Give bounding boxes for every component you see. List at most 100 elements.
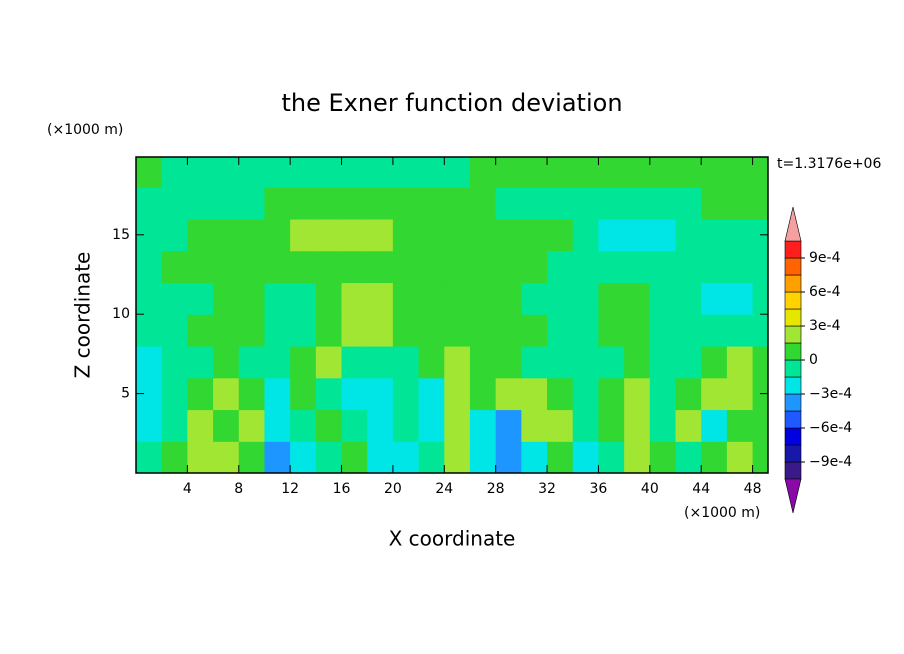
field-cell <box>187 314 214 347</box>
field-cell <box>649 314 677 347</box>
field-cell <box>187 282 214 315</box>
field-cell <box>701 345 728 379</box>
field-cell <box>726 377 754 411</box>
field-cell <box>521 250 548 284</box>
field-cell <box>315 250 343 284</box>
field-cell <box>238 218 266 252</box>
field-cell <box>315 187 343 220</box>
colorbar-tick-label: −3e-4 <box>809 386 852 402</box>
field-cell <box>341 314 368 347</box>
field-cell <box>238 377 266 411</box>
field-cell <box>187 377 214 411</box>
field-cell <box>136 409 163 442</box>
field-cell <box>675 409 702 442</box>
field-cell <box>238 187 266 220</box>
field-cell <box>136 250 163 284</box>
field-cell <box>367 345 394 379</box>
field-cell <box>726 345 754 379</box>
field-cell <box>598 377 625 411</box>
x-tick-label: 24 <box>435 481 453 497</box>
field-cell <box>624 377 651 411</box>
x-axis-label: X coordinate <box>389 527 516 551</box>
field-cell <box>598 282 625 315</box>
field-cell <box>726 187 754 220</box>
field-cell <box>238 157 266 188</box>
field-cell <box>238 441 266 473</box>
colorbar-tick-label: 6e-4 <box>809 284 841 300</box>
field-cell <box>418 282 445 315</box>
y-unit: (×1000 m) <box>47 122 123 138</box>
colorbar-box <box>784 291 802 310</box>
field-cell <box>572 250 600 284</box>
field-cell <box>444 187 471 220</box>
field-cell <box>161 187 188 220</box>
field-cell <box>264 282 291 315</box>
field-cell <box>161 345 188 379</box>
field-cell <box>572 441 600 473</box>
field-cell <box>136 157 163 188</box>
field-cell <box>701 314 728 347</box>
field-cell <box>752 250 768 284</box>
field-cell <box>469 250 497 284</box>
x-tick-label: 44 <box>692 481 710 497</box>
field-cell <box>290 441 317 473</box>
x-tick-label: 32 <box>538 481 556 497</box>
field-cell <box>675 441 702 473</box>
field-cell <box>341 187 368 220</box>
field-cell <box>392 314 420 347</box>
field-cell <box>187 409 214 442</box>
field-cell <box>290 314 317 347</box>
field-cell <box>213 282 240 315</box>
field-cell <box>547 187 574 220</box>
field-cell <box>238 345 266 379</box>
field-cell <box>752 282 768 315</box>
plot-frame <box>135 156 769 474</box>
field-cell <box>264 187 291 220</box>
field-cell <box>701 377 728 411</box>
field-cell <box>418 250 445 284</box>
x-unit: (×1000 m) <box>684 505 760 521</box>
field-cell <box>213 157 240 188</box>
colorbar-tick-label: 0 <box>809 352 818 368</box>
field-cell <box>469 441 497 473</box>
field-cell <box>649 218 677 252</box>
field-cell <box>752 441 768 473</box>
field-cell <box>547 282 574 315</box>
field-cell <box>752 409 768 442</box>
field-cell <box>213 314 240 347</box>
colorbar-box <box>784 325 802 344</box>
field-cell <box>444 409 471 442</box>
field-cell <box>367 250 394 284</box>
field-cell <box>598 409 625 442</box>
field-cell <box>469 187 497 220</box>
field-cell <box>238 250 266 284</box>
field-cell <box>290 345 317 379</box>
colorbar-box <box>784 393 802 412</box>
field-cell <box>315 157 343 188</box>
field-cell <box>213 441 240 473</box>
field-cell <box>547 441 574 473</box>
x-tick-label: 16 <box>333 481 351 497</box>
x-tick-label: 12 <box>281 481 299 497</box>
field-cell <box>649 409 677 442</box>
field-cell <box>624 187 651 220</box>
field-cell <box>392 409 420 442</box>
field-cell <box>161 441 188 473</box>
field-cell <box>726 409 754 442</box>
field-cell <box>315 314 343 347</box>
field-cell <box>675 187 702 220</box>
field-cell <box>315 218 343 252</box>
field-cell <box>187 441 214 473</box>
field-cell <box>547 314 574 347</box>
field-cell <box>521 441 548 473</box>
field-cell <box>367 314 394 347</box>
field-cell <box>161 250 188 284</box>
field-cell <box>701 218 728 252</box>
field-cell <box>315 377 343 411</box>
field-cell <box>649 282 677 315</box>
field-cell <box>675 218 702 252</box>
field-cell <box>649 377 677 411</box>
field-cell <box>572 409 600 442</box>
field-cell <box>469 345 497 379</box>
field-cell <box>675 157 702 188</box>
